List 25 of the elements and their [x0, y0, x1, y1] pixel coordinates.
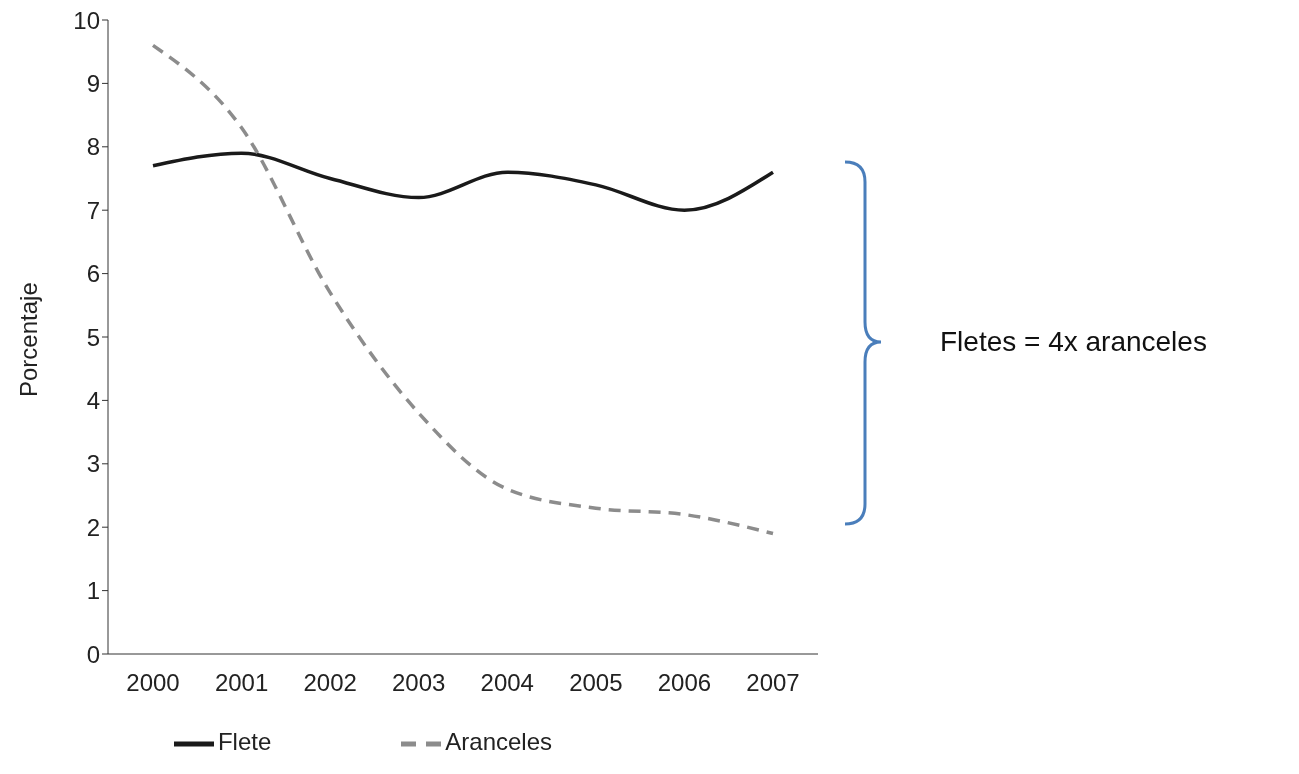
x-tick-label: 2003	[392, 669, 446, 697]
x-tick-label: 2007	[746, 669, 800, 697]
line-series	[151, 151, 775, 212]
x-tick-label: 2005	[569, 669, 623, 697]
y-tick-label: 8	[86, 133, 100, 161]
y-tick-label: 4	[86, 386, 100, 414]
legend-label: Aranceles	[445, 728, 553, 756]
x-tick-label: 2000	[126, 669, 180, 697]
y-axis-title: Porcentaje	[14, 282, 42, 397]
x-tick-label: 2002	[303, 669, 357, 697]
y-tick-label: 6	[86, 260, 100, 288]
y-tick-label: 5	[86, 323, 100, 351]
text: Fletes = 4x aranceles	[940, 326, 1207, 358]
y-tick-label: 1	[86, 577, 100, 605]
x-tick-label: 2001	[214, 669, 269, 697]
y-tick-label: 0	[86, 640, 100, 668]
y-tick-label: 2	[86, 513, 100, 541]
y-tick-label: 3	[86, 450, 100, 478]
x-tick-label: 2006	[657, 669, 712, 697]
y-tick-label: 10	[73, 6, 100, 34]
y-tick-label: 7	[86, 196, 100, 224]
y-tick-label: 9	[86, 69, 100, 97]
line-series	[151, 43, 775, 536]
x-tick-label: 2004	[480, 669, 534, 697]
legend-label: Flete	[217, 728, 272, 756]
